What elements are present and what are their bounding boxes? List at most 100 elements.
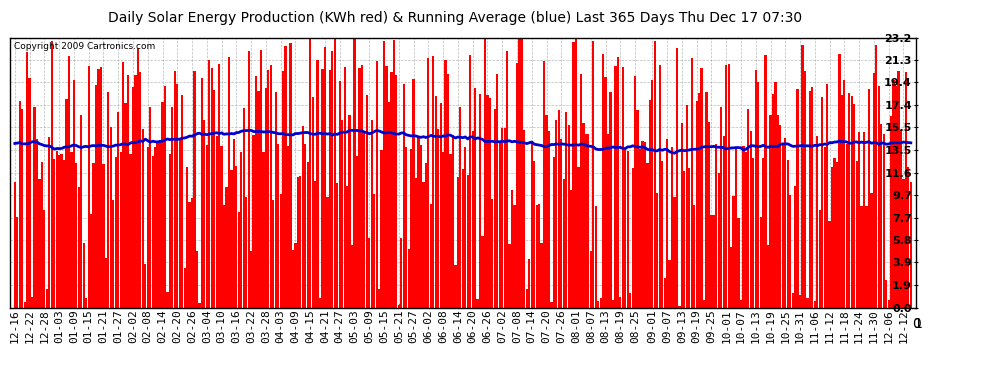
Bar xyxy=(560,139,562,308)
Bar xyxy=(910,182,912,308)
Bar xyxy=(779,125,781,308)
Bar xyxy=(900,130,902,308)
Bar xyxy=(223,205,225,308)
Bar xyxy=(494,110,496,308)
Bar xyxy=(486,95,488,308)
Bar xyxy=(255,76,257,307)
Bar xyxy=(757,82,759,308)
Bar xyxy=(764,55,766,308)
Bar xyxy=(107,92,110,308)
Bar xyxy=(36,139,38,308)
Bar xyxy=(410,149,412,308)
Bar xyxy=(75,163,77,308)
Bar xyxy=(855,161,857,308)
Bar xyxy=(550,302,552,307)
Bar xyxy=(888,300,890,307)
Bar xyxy=(183,268,186,308)
Bar xyxy=(774,82,776,308)
Bar xyxy=(819,210,821,308)
Bar xyxy=(789,195,791,308)
Bar xyxy=(168,154,171,308)
Bar xyxy=(420,144,422,308)
Bar xyxy=(425,162,427,308)
Bar xyxy=(622,67,624,308)
Bar xyxy=(804,71,806,308)
Bar xyxy=(620,297,622,307)
Bar xyxy=(747,109,749,308)
Bar xyxy=(811,87,814,308)
Bar xyxy=(309,38,311,308)
Bar xyxy=(474,88,476,308)
Bar xyxy=(196,251,198,308)
Bar xyxy=(464,147,466,308)
Bar xyxy=(676,48,678,308)
Bar xyxy=(834,158,836,308)
Bar xyxy=(496,75,498,308)
Bar xyxy=(642,141,644,308)
Bar xyxy=(440,103,442,308)
Bar xyxy=(754,69,757,308)
Bar xyxy=(385,66,388,308)
Bar xyxy=(860,206,862,308)
Bar xyxy=(668,260,670,308)
Bar xyxy=(198,303,201,307)
Bar xyxy=(902,179,905,308)
Bar xyxy=(339,81,341,308)
Bar xyxy=(346,186,348,308)
Bar xyxy=(423,182,425,308)
Bar xyxy=(44,210,46,308)
Bar xyxy=(466,175,469,308)
Bar xyxy=(65,99,67,308)
Bar xyxy=(519,38,521,308)
Bar xyxy=(142,129,144,308)
Bar xyxy=(299,176,302,308)
Bar xyxy=(715,144,718,308)
Bar xyxy=(678,306,680,308)
Bar xyxy=(171,107,173,307)
Bar xyxy=(533,161,536,308)
Bar xyxy=(29,78,31,308)
Bar xyxy=(839,54,841,307)
Bar xyxy=(653,40,656,308)
Bar xyxy=(691,58,693,308)
Bar xyxy=(373,194,375,308)
Bar xyxy=(188,202,191,308)
Bar xyxy=(878,86,880,308)
Bar xyxy=(615,66,617,308)
Bar xyxy=(602,54,604,307)
Bar xyxy=(597,300,599,307)
Bar xyxy=(34,106,36,308)
Bar xyxy=(264,88,267,308)
Bar xyxy=(80,115,82,308)
Bar xyxy=(885,280,887,308)
Bar xyxy=(841,94,843,308)
Bar xyxy=(388,102,390,308)
Bar xyxy=(870,193,872,308)
Bar xyxy=(201,78,203,308)
Bar xyxy=(213,90,215,308)
Bar xyxy=(16,217,19,308)
Bar xyxy=(733,196,735,308)
Bar xyxy=(718,172,720,308)
Bar xyxy=(459,106,461,308)
Bar xyxy=(868,89,870,308)
Bar xyxy=(850,96,852,308)
Bar xyxy=(595,206,597,308)
Bar xyxy=(858,132,860,308)
Bar xyxy=(897,71,900,308)
Bar xyxy=(398,304,400,307)
Bar xyxy=(514,205,516,308)
Bar xyxy=(31,297,33,307)
Bar xyxy=(70,153,72,308)
Bar xyxy=(292,249,294,308)
Bar xyxy=(130,154,132,308)
Bar xyxy=(605,77,607,308)
Bar xyxy=(334,38,336,308)
Bar xyxy=(693,206,695,308)
Bar xyxy=(228,57,230,308)
Bar xyxy=(314,181,316,308)
Bar xyxy=(164,86,166,308)
Bar xyxy=(216,136,218,308)
Bar xyxy=(145,264,147,308)
Bar xyxy=(329,70,331,308)
